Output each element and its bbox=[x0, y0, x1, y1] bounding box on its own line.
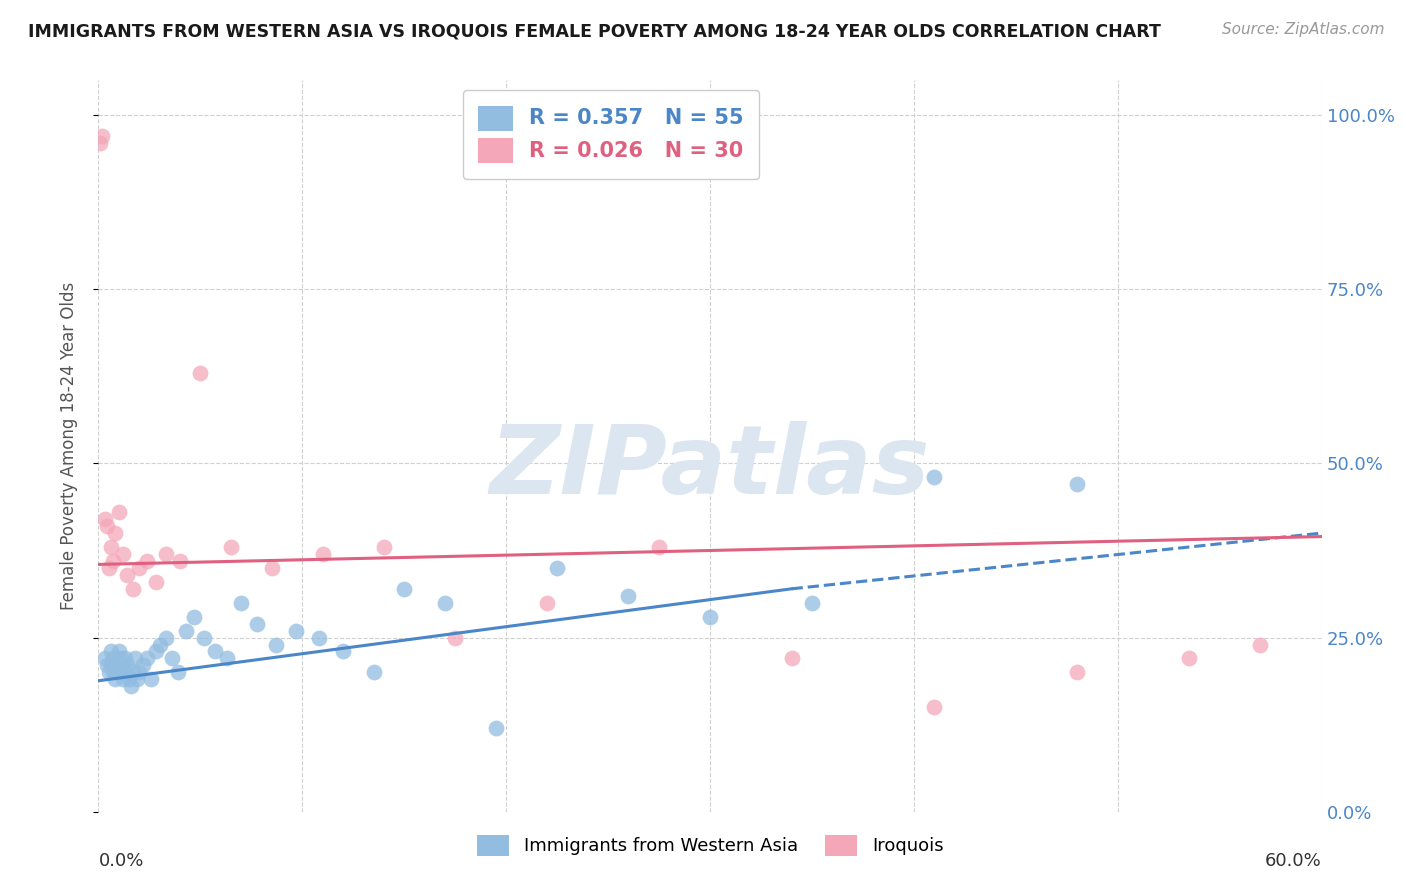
Point bbox=[1066, 477, 1088, 491]
Point bbox=[332, 644, 354, 658]
Text: 0.0%: 0.0% bbox=[98, 852, 143, 870]
Point bbox=[285, 624, 308, 638]
Point bbox=[169, 554, 191, 568]
Point bbox=[536, 596, 558, 610]
Point bbox=[183, 609, 205, 624]
Text: IMMIGRANTS FROM WESTERN ASIA VS IROQUOIS FEMALE POVERTY AMONG 18-24 YEAR OLDS CO: IMMIGRANTS FROM WESTERN ASIA VS IROQUOIS… bbox=[28, 22, 1161, 40]
Point bbox=[174, 624, 197, 638]
Point bbox=[108, 644, 131, 658]
Point bbox=[648, 540, 671, 554]
Point bbox=[132, 658, 155, 673]
Point bbox=[485, 721, 508, 735]
Point bbox=[780, 651, 803, 665]
Point bbox=[167, 665, 190, 680]
Point bbox=[97, 665, 120, 680]
Point bbox=[122, 582, 145, 596]
Point bbox=[136, 554, 159, 568]
Point bbox=[546, 561, 568, 575]
Point bbox=[617, 589, 640, 603]
Point bbox=[155, 547, 177, 561]
Point bbox=[141, 673, 163, 687]
Point bbox=[115, 567, 138, 582]
Point bbox=[111, 658, 134, 673]
Point bbox=[101, 665, 124, 680]
Point bbox=[260, 561, 283, 575]
Point bbox=[145, 574, 167, 589]
Point bbox=[96, 658, 118, 673]
Point bbox=[801, 596, 824, 610]
Point bbox=[97, 561, 120, 575]
Point bbox=[204, 644, 226, 658]
Point bbox=[110, 665, 132, 680]
Point bbox=[136, 651, 159, 665]
Point bbox=[264, 638, 287, 652]
Point bbox=[101, 554, 124, 568]
Point bbox=[93, 512, 115, 526]
Point bbox=[91, 128, 114, 143]
Text: ZIPatlas: ZIPatlas bbox=[489, 421, 931, 515]
Point bbox=[108, 505, 131, 519]
Point bbox=[155, 631, 177, 645]
Point bbox=[105, 651, 128, 665]
Point bbox=[246, 616, 269, 631]
Y-axis label: Female Poverty Among 18-24 Year Olds: Female Poverty Among 18-24 Year Olds bbox=[59, 282, 77, 610]
Text: 60.0%: 60.0% bbox=[1265, 852, 1322, 870]
Legend: Immigrants from Western Asia, Iroquois: Immigrants from Western Asia, Iroquois bbox=[468, 826, 952, 865]
Point bbox=[96, 519, 118, 533]
Point bbox=[231, 596, 253, 610]
Point bbox=[444, 631, 467, 645]
Point bbox=[312, 547, 335, 561]
Point bbox=[149, 638, 172, 652]
Point bbox=[699, 609, 721, 624]
Point bbox=[100, 644, 122, 658]
Point bbox=[188, 366, 212, 380]
Point bbox=[1178, 651, 1201, 665]
Point bbox=[111, 547, 134, 561]
Point bbox=[128, 665, 150, 680]
Point bbox=[1066, 665, 1088, 680]
Point bbox=[128, 561, 150, 575]
Point bbox=[89, 136, 111, 150]
Point bbox=[114, 665, 136, 680]
Point bbox=[101, 651, 124, 665]
Point bbox=[118, 673, 141, 687]
Point bbox=[111, 673, 134, 687]
Point bbox=[922, 470, 945, 484]
Point bbox=[100, 540, 122, 554]
Point bbox=[115, 658, 138, 673]
Point bbox=[104, 658, 127, 673]
Point bbox=[93, 651, 115, 665]
Point bbox=[434, 596, 457, 610]
Point bbox=[922, 700, 945, 714]
Point bbox=[219, 540, 242, 554]
Point bbox=[308, 631, 330, 645]
Point bbox=[114, 651, 136, 665]
Point bbox=[108, 658, 131, 673]
Point bbox=[160, 651, 183, 665]
Point bbox=[1249, 638, 1271, 652]
Point bbox=[215, 651, 238, 665]
Point bbox=[373, 540, 395, 554]
Point bbox=[105, 665, 128, 680]
Point bbox=[363, 665, 385, 680]
Point bbox=[110, 651, 132, 665]
Point bbox=[127, 673, 149, 687]
Point bbox=[122, 665, 145, 680]
Point bbox=[104, 673, 127, 687]
Point bbox=[392, 582, 416, 596]
Point bbox=[193, 631, 215, 645]
Point bbox=[120, 679, 142, 693]
Text: Source: ZipAtlas.com: Source: ZipAtlas.com bbox=[1222, 22, 1385, 37]
Point bbox=[104, 526, 127, 541]
Point bbox=[145, 644, 167, 658]
Point bbox=[100, 658, 122, 673]
Point bbox=[124, 651, 146, 665]
